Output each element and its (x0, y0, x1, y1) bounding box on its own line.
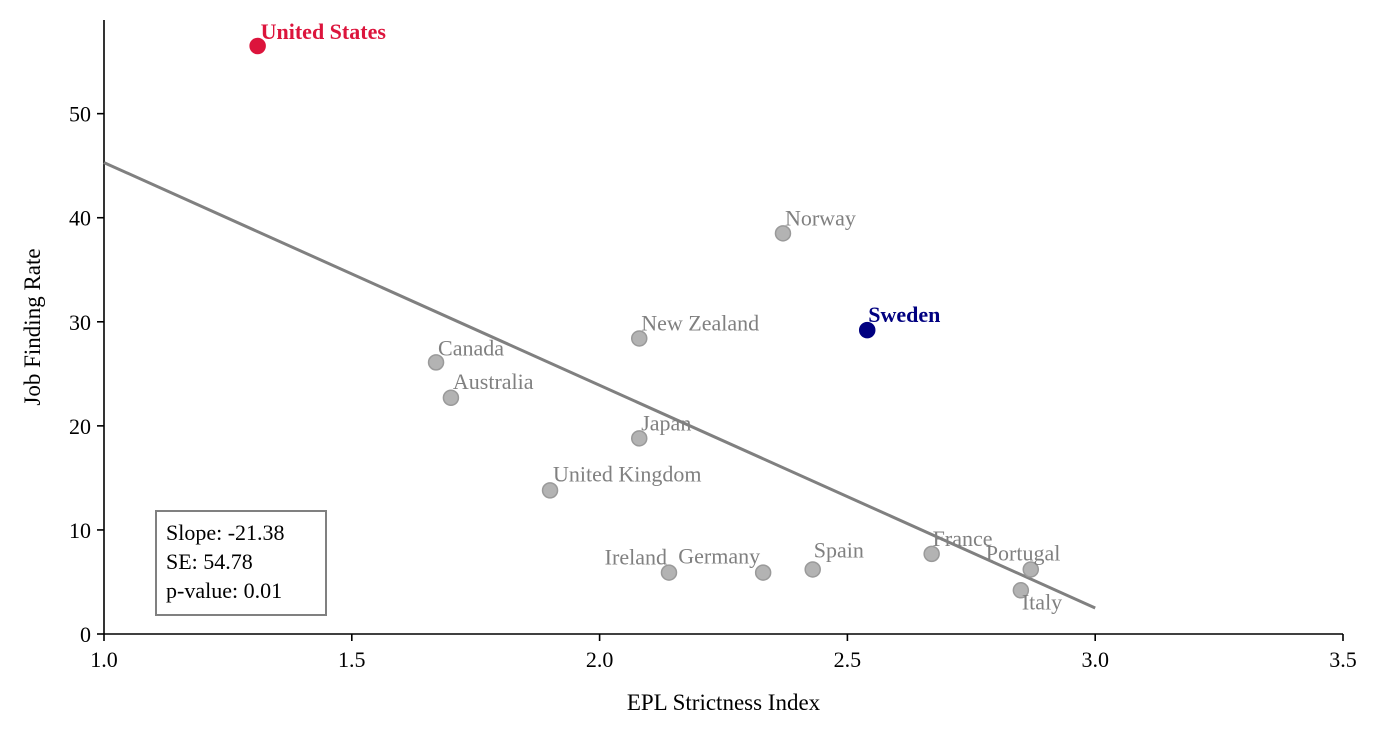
label-italy: Italy (1022, 589, 1062, 614)
x-tick-label: 1.0 (90, 647, 118, 672)
point-spain (804, 561, 821, 578)
regression-line (103, 161, 1096, 610)
y-tick-label: 50 (69, 102, 91, 127)
label-france: France (933, 526, 993, 551)
point-united-states (249, 37, 266, 55)
point-labels: United States Norway Sweden New Zealand Cana… (261, 19, 1063, 614)
point-france (923, 545, 940, 563)
point-new-zealand (630, 330, 648, 347)
label-united-states: United States (261, 19, 387, 44)
label-norway: Norway (785, 205, 856, 230)
point-canada (427, 354, 445, 371)
stats-box-border (155, 510, 327, 616)
y-tick-label: 20 (69, 414, 91, 439)
point-portugal (1022, 561, 1040, 578)
x-tick-label: 3.5 (1329, 647, 1357, 672)
stats-box: Slope: -21.38 SE: 54.78 p-value: 0.01 (155, 510, 327, 616)
stats-slope: Slope: -21.38 (166, 520, 285, 545)
axes (103, 20, 1343, 635)
point-sweden (858, 321, 876, 339)
point-japan (630, 430, 648, 447)
data-points (249, 37, 1040, 599)
point-united-kingdom (541, 482, 559, 499)
x-tick-label: 3.0 (1081, 647, 1109, 672)
point-norway (774, 225, 792, 242)
point-ireland (660, 564, 678, 581)
label-ireland: Ireland (605, 545, 667, 570)
y-tick-label: 40 (69, 206, 91, 231)
y-tick-label: 30 (69, 310, 91, 335)
x-tick-label: 2.5 (834, 647, 862, 672)
y-axis-label: Job Finding Rate (20, 248, 45, 405)
label-portugal: Portugal (986, 540, 1061, 565)
label-united-kingdom: United Kingdom (553, 461, 702, 486)
stats-se: SE: 54.78 (166, 549, 253, 574)
x-tick-label: 1.5 (338, 647, 366, 672)
y-ticks: 0 10 20 30 40 50 (69, 102, 104, 647)
label-australia: Australia (453, 369, 534, 394)
x-tick-label: 2.0 (586, 647, 614, 672)
y-tick-label: 10 (69, 518, 91, 543)
y-tick-label: 0 (80, 622, 91, 647)
label-sweden: Sweden (868, 302, 940, 327)
label-germany: Germany (678, 544, 760, 569)
label-canada: Canada (438, 335, 504, 360)
label-new-zealand: New Zealand (641, 310, 759, 335)
label-japan: Japan (641, 410, 691, 435)
stats-p-value: p-value: 0.01 (166, 578, 282, 603)
point-italy (1012, 582, 1030, 599)
point-australia (442, 389, 460, 407)
point-germany (754, 564, 772, 581)
label-spain: Spain (814, 537, 864, 562)
x-axis-label: EPL Strictness Index (627, 690, 821, 715)
x-ticks: 1.0 1.5 2.0 2.5 3.0 3.5 (90, 634, 1357, 672)
